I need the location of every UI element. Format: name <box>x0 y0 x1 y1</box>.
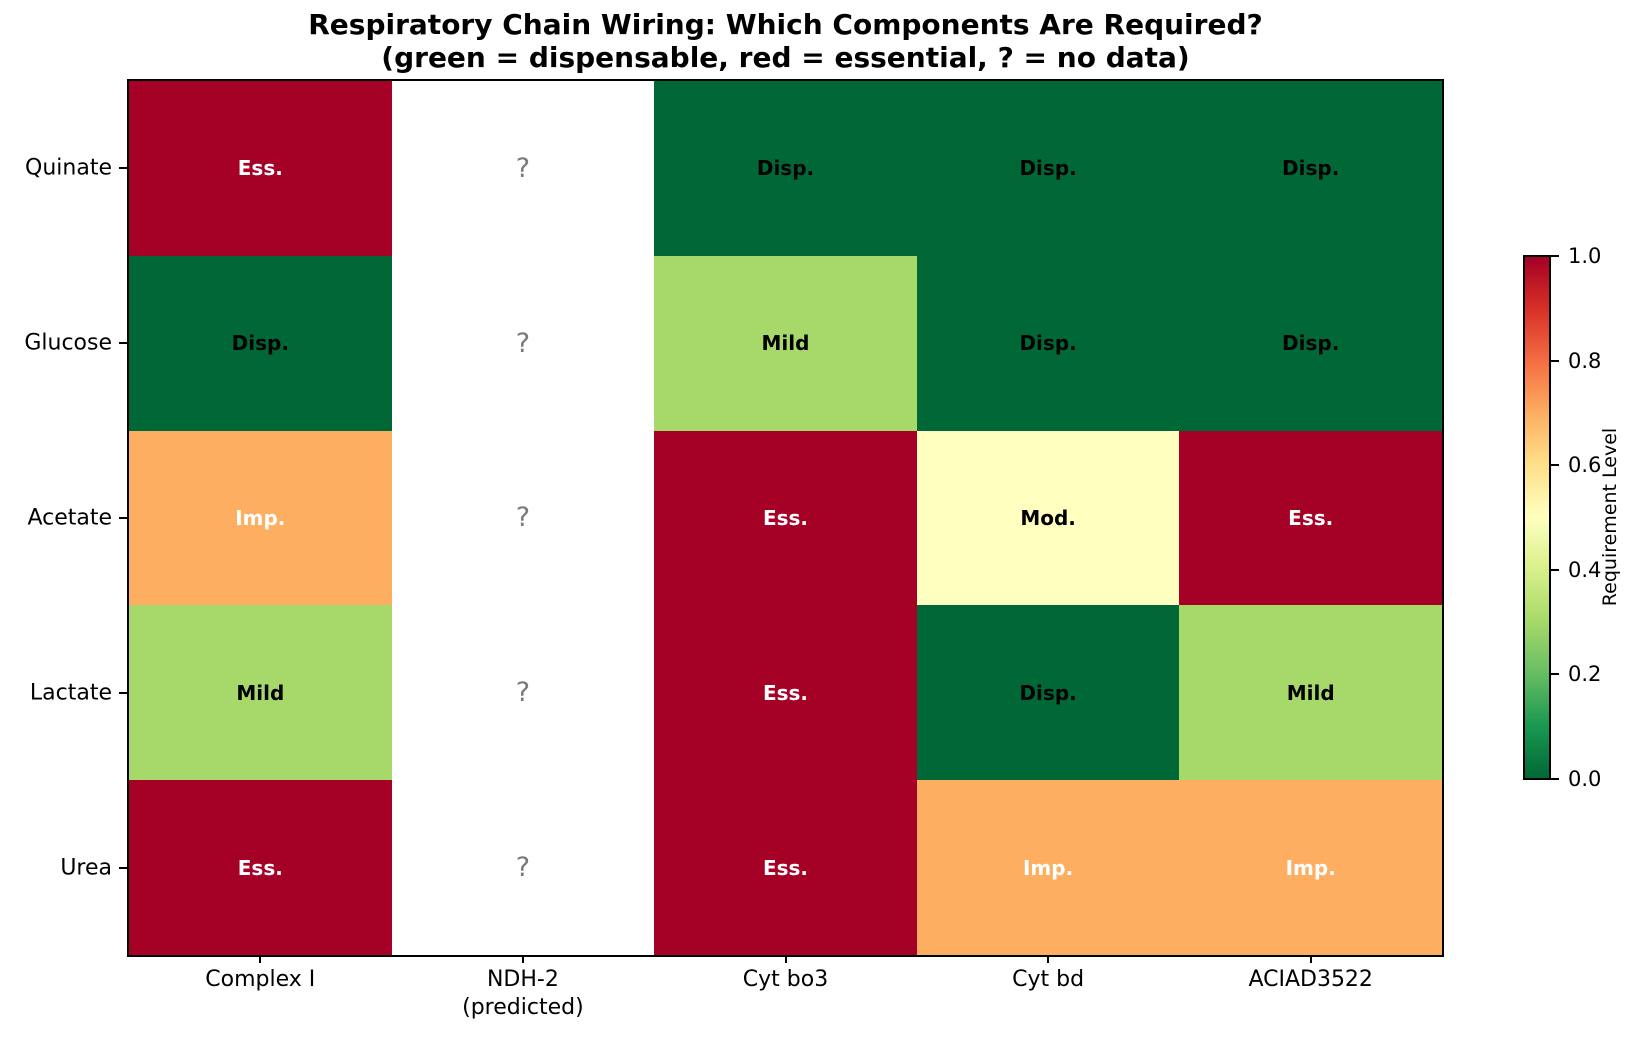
heatmap-cell: Disp. <box>916 255 1180 431</box>
x-axis-label: ACIAD3522 <box>1248 966 1373 994</box>
colorbar-axis-label: Requirement Level <box>1599 427 1621 607</box>
colorbar <box>1523 255 1551 780</box>
x-axis-label-line: Complex I <box>205 967 316 992</box>
colorbar-tick <box>1551 255 1559 257</box>
x-axis-label-line: Cyt bo3 <box>742 967 829 992</box>
x-axis-label-line: NDH-2 <box>486 967 559 992</box>
chart-subtitle: (green = dispensable, red = essential, ?… <box>381 41 1190 74</box>
colorbar-tick-label: 0.0 <box>1568 767 1602 791</box>
x-axis-tick <box>1047 955 1050 963</box>
colorbar-tick <box>1551 464 1559 467</box>
heatmap-cell: Disp. <box>654 81 917 256</box>
x-axis-tick <box>521 955 524 963</box>
heatmap-cell: Mild <box>129 605 392 781</box>
heatmap-cell: Disp. <box>1179 81 1442 256</box>
colorbar-tick-label: 0.2 <box>1568 662 1602 687</box>
heatmap-cell: Ess. <box>654 430 917 606</box>
heatmap-cell: Ess. <box>1179 430 1442 606</box>
x-axis-label-line: Cyt bd <box>1012 967 1085 992</box>
y-axis-tick <box>119 691 127 694</box>
y-axis-label: Acetate <box>27 505 112 531</box>
heatmap-cell: Disp. <box>129 255 392 431</box>
x-axis-label: NDH-2 (predicted) <box>462 966 584 1022</box>
heatmap-cell: Ess. <box>654 605 917 781</box>
heatmap-grid: Ess.? Disp. Disp. Disp. Disp.? Mild Disp. Disp.… <box>127 79 1444 957</box>
chart-title: Respiratory Chain Wiring: Which Componen… <box>308 8 1263 41</box>
heatmap-cell: Disp. <box>916 605 1180 781</box>
y-axis-tick <box>119 167 127 170</box>
x-axis-tick <box>784 955 787 963</box>
x-axis-label-line: (predicted) <box>462 995 584 1020</box>
colorbar-tick-label: 0.4 <box>1568 557 1602 582</box>
y-axis-tick <box>119 517 127 519</box>
x-axis-tick <box>259 955 262 963</box>
heatmap-cell: ? <box>391 81 655 256</box>
heatmap-cell: ? <box>391 430 655 606</box>
heatmap-cell: ? <box>391 255 655 431</box>
heatmap-cell: Mod. <box>916 430 1180 606</box>
heatmap-cell: Disp. <box>1179 255 1442 431</box>
x-axis-label: Cyt bd <box>1012 966 1084 994</box>
colorbar-tick <box>1551 568 1559 571</box>
colorbar-tick <box>1551 359 1559 362</box>
colorbar-tick <box>1551 778 1559 780</box>
heatmap-cell: Disp. <box>916 81 1180 256</box>
heatmap-cell: Ess. <box>654 780 917 955</box>
x-axis-label: Complex I <box>205 966 315 994</box>
y-axis-label: Lactate <box>29 680 112 706</box>
colorbar-tick <box>1551 673 1559 676</box>
colorbar-tick-label: 1.0 <box>1568 244 1602 268</box>
y-axis-label: Urea <box>60 855 112 881</box>
y-axis-tick <box>119 342 127 345</box>
heatmap-cell: Mild <box>1179 605 1442 781</box>
heatmap-cell: Mild <box>654 255 917 431</box>
heatmap-cell: Ess. <box>129 81 392 256</box>
y-axis-label: Quinate <box>25 155 112 181</box>
heatmap-cell: Ess. <box>129 780 392 955</box>
chart-title-block: Respiratory Chain Wiring: Which Componen… <box>129 8 1442 74</box>
y-axis-tick <box>119 866 127 869</box>
heatmap-cell: ? <box>391 780 655 955</box>
y-axis-label: Glucose <box>24 330 112 356</box>
heatmap-cell: Imp. <box>916 780 1180 955</box>
x-axis-label: Cyt bo3 <box>743 966 828 994</box>
heatmap-cell: Imp. <box>129 430 392 606</box>
x-axis-label-line: ACIAD3522 <box>1248 967 1373 992</box>
heatmap-cell: ? <box>391 605 655 781</box>
x-axis-tick <box>1309 955 1312 963</box>
heatmap-cell: Imp. <box>1179 780 1442 955</box>
colorbar-tick-label: 0.6 <box>1568 453 1602 478</box>
colorbar-tick-label: 0.8 <box>1568 348 1602 373</box>
